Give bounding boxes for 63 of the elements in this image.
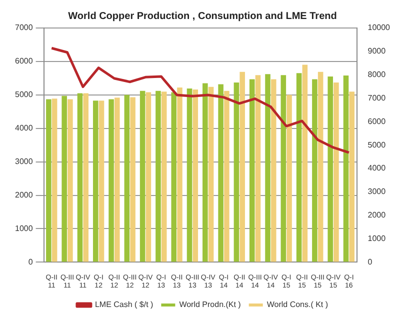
bar [52, 98, 58, 262]
bar [296, 73, 302, 262]
bar [328, 76, 333, 262]
bar [177, 88, 182, 262]
bar [318, 72, 324, 262]
bar [161, 92, 167, 262]
y2-tick-label: 0 [368, 257, 373, 266]
y2-tick-label: 6000 [368, 116, 386, 126]
bar [234, 82, 240, 262]
bar [312, 79, 318, 262]
bar [249, 79, 255, 262]
y-tick-label: 5000 [15, 90, 34, 100]
y-tick-label: 4000 [15, 124, 34, 133]
bar [343, 76, 349, 262]
bar [192, 90, 198, 262]
bar [114, 98, 120, 262]
y2-tick-label: 1000 [368, 234, 386, 243]
bar [62, 96, 67, 262]
bar [265, 74, 270, 262]
bar [77, 93, 83, 262]
y2-tick-label: 5000 [368, 140, 386, 150]
bar [208, 86, 214, 262]
y-tick-label: 3000 [15, 157, 34, 166]
bar [124, 94, 130, 262]
bar [146, 92, 152, 262]
bar [218, 84, 224, 262]
y2-tick-label: 8000 [368, 70, 386, 80]
y-tick-label: 2000 [15, 190, 34, 200]
bar [186, 88, 192, 262]
y2-tick-label: 7000 [368, 93, 386, 102]
chart-title: World Copper Production , Consumption and LME Trend [68, 10, 337, 22]
bar [83, 93, 88, 262]
bar [171, 92, 177, 262]
legend-label: LME Cash ( $/t ) [94, 300, 154, 310]
bar [240, 72, 245, 262]
y-tick-label: 1000 [15, 224, 34, 233]
bar [140, 90, 146, 262]
bar [92, 100, 98, 262]
y2-tick-label: 10000 [368, 23, 391, 32]
y2-tick-label: 4000 [368, 164, 386, 173]
bar [130, 97, 136, 262]
bar [302, 64, 308, 262]
y-tick-label: 6000 [15, 56, 34, 66]
bar [349, 92, 355, 262]
bar [98, 100, 104, 262]
y-tick-label: 7000 [15, 23, 34, 32]
bar [156, 90, 161, 262]
y2-tick-label: 2000 [368, 210, 386, 220]
legend-label: World Cons.( Kt ) [266, 300, 328, 310]
bar [286, 94, 292, 262]
legend-label: World Prodn.(Kt ) [179, 300, 242, 310]
bar [334, 82, 339, 262]
bar [68, 99, 73, 262]
bar [270, 79, 276, 262]
bar [108, 99, 114, 262]
y-tick-label: 0 [28, 257, 34, 266]
bar [255, 75, 261, 262]
y2-tick-label: 9000 [368, 46, 386, 56]
y2-tick-label: 3000 [368, 187, 386, 196]
bar [224, 90, 230, 262]
bar [202, 83, 208, 262]
bar [46, 99, 52, 262]
bar [280, 75, 286, 262]
